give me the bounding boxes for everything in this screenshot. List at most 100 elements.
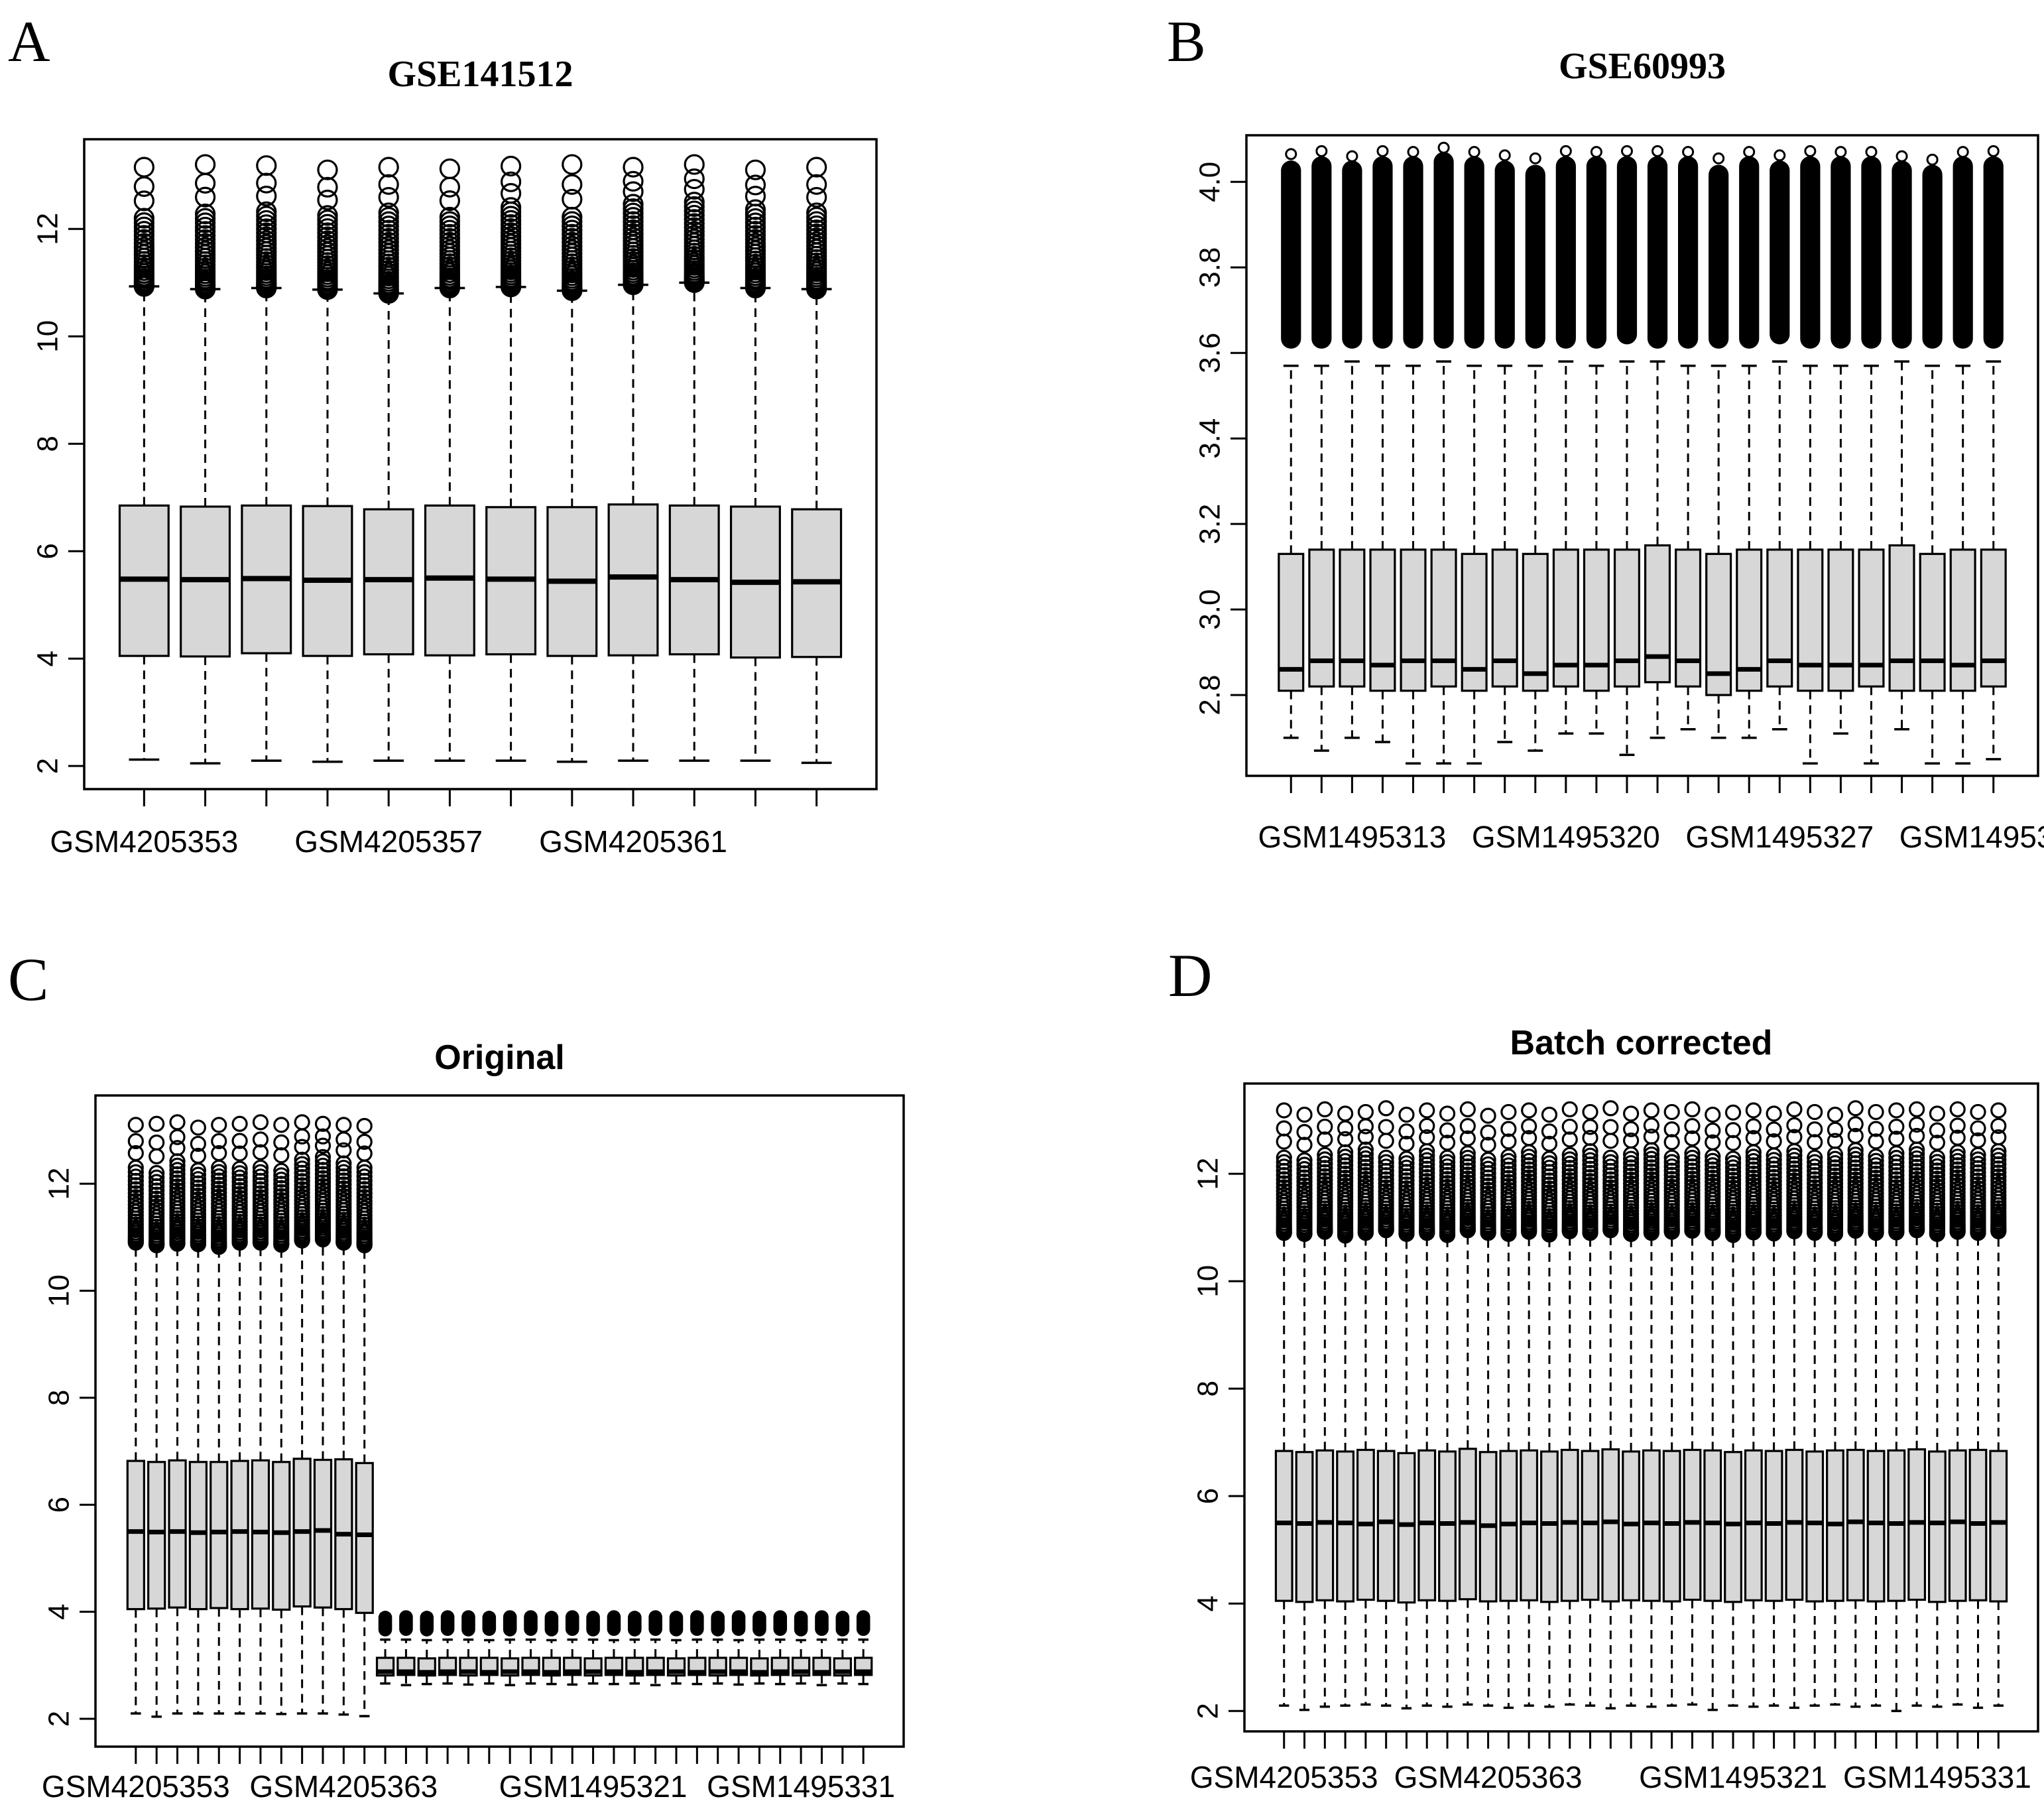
outlier-circle xyxy=(1623,1150,1640,1167)
outlier-circle xyxy=(231,1169,248,1186)
y-tick-label: 8 xyxy=(1192,1381,1225,1397)
outlier-circle xyxy=(1582,1129,1598,1147)
outlier-circle xyxy=(335,1142,352,1158)
outlier-circle xyxy=(1929,1166,1946,1183)
outlier-circle xyxy=(1663,1154,1680,1170)
outlier-circle xyxy=(1929,1158,1946,1174)
outlier-circle xyxy=(356,1117,373,1135)
outlier-circle xyxy=(231,1160,248,1177)
outlier-circle xyxy=(1652,145,1664,157)
outlier-circle xyxy=(1337,1105,1354,1122)
outlier-circle xyxy=(1786,1117,1803,1133)
outlier-circle xyxy=(1276,1133,1292,1150)
outlier-circle xyxy=(1500,1152,1517,1169)
outlier-circle xyxy=(1868,1103,1884,1121)
outlier-circle xyxy=(294,1177,310,1194)
outlier-circle xyxy=(314,1157,331,1174)
outlier-circle xyxy=(1276,1175,1292,1192)
outlier-circle xyxy=(1378,1149,1394,1166)
outlier-circle xyxy=(1929,1154,1946,1170)
outlier-circle xyxy=(1786,1101,1803,1117)
box xyxy=(188,1461,208,1611)
outlier-circle xyxy=(501,183,522,204)
outlier-circle xyxy=(1643,1159,1659,1176)
outlier-circle xyxy=(149,1148,165,1164)
y-tick-label: 4 xyxy=(1192,1595,1225,1611)
outlier-circle xyxy=(1663,1121,1680,1138)
outlier-circle xyxy=(1541,1135,1558,1152)
y-tick-label: 12 xyxy=(43,1168,76,1200)
outlier-circle xyxy=(1909,1146,1925,1162)
panel-b-gse60993: B GSE60993 2.8 3.0 3.2 3.4 3.6 3.8 4.0 GSM1495313… xyxy=(1160,0,2044,901)
outlier-circle xyxy=(1684,1162,1701,1179)
plot-border xyxy=(94,1094,905,1748)
outlier-circle xyxy=(317,159,338,180)
outlier-circle xyxy=(1643,1163,1659,1180)
outlier-circle xyxy=(1888,1175,1905,1192)
outlier-circle xyxy=(1521,1161,1537,1178)
outlier-circle xyxy=(1419,1164,1435,1181)
outlier-circle xyxy=(1949,1161,1966,1178)
outlier-circle xyxy=(1663,1158,1680,1175)
outlier-circle xyxy=(1378,1171,1394,1188)
outlier-circle xyxy=(1357,1146,1374,1162)
outlier-circle xyxy=(1643,1128,1659,1145)
outlier-circle xyxy=(1602,1133,1619,1149)
x-tick-label: GSM1495320 xyxy=(1472,820,1660,854)
outlier-circle xyxy=(1378,1133,1394,1149)
outlier-circle xyxy=(1926,153,1939,166)
outlier-circle xyxy=(1296,1173,1313,1190)
box xyxy=(1336,1450,1355,1603)
outlier-circle xyxy=(745,159,766,180)
outlier-circle xyxy=(1317,1155,1333,1172)
outlier-circle xyxy=(1317,1118,1333,1135)
outlier-circle xyxy=(1895,150,1908,162)
outlier-circle xyxy=(1561,1151,1578,1168)
outlier-circle xyxy=(1990,1102,2007,1119)
outlier-circle xyxy=(1407,146,1419,158)
outlier-circle xyxy=(1888,1119,1905,1135)
x-tick-label: GSM4205353 xyxy=(42,1769,230,1803)
outlier-circle xyxy=(1357,1103,1374,1121)
outlier-circle xyxy=(314,1174,331,1190)
y-tick-label: 3.0 xyxy=(1194,590,1227,630)
x-tick-label: GSM4205363 xyxy=(249,1769,438,1803)
y-tick-label: 3.2 xyxy=(1194,504,1227,544)
outlier-circle xyxy=(356,1133,373,1150)
outlier-circle xyxy=(1521,1152,1537,1169)
outlier-circle xyxy=(1745,1102,1762,1119)
outlier-circle xyxy=(1561,1101,1578,1117)
box xyxy=(1400,548,1427,692)
box xyxy=(1764,1450,1783,1602)
outlier-circle xyxy=(256,172,277,194)
outlier-circle xyxy=(1398,1159,1415,1176)
panel-d-batch-corrected: D Batch corrected 2 4 6 8 10 12 GSM4205353 GSM420… xyxy=(1160,902,2044,1803)
outlier-circle xyxy=(1296,1152,1313,1168)
y-tick-label: 12 xyxy=(32,213,64,245)
outlier-circle xyxy=(211,1164,227,1180)
outlier-circle xyxy=(1807,1103,1823,1121)
box xyxy=(1430,548,1457,688)
outlier-circle xyxy=(149,1174,165,1190)
outlier-circle xyxy=(1705,1134,1721,1150)
outlier-circle xyxy=(314,1170,331,1186)
outlier-circle xyxy=(623,181,644,202)
outlier-circle xyxy=(1724,1122,1742,1139)
outlier-circle xyxy=(1684,1154,1701,1170)
box xyxy=(1927,1450,1947,1603)
outlier-circle xyxy=(1786,1129,1803,1145)
box xyxy=(1376,1450,1396,1602)
outlier-circle xyxy=(806,202,827,223)
y-tick-label: 3.4 xyxy=(1194,418,1227,459)
outlier-circle xyxy=(1439,1135,1456,1151)
outlier-circle xyxy=(1909,1150,1925,1167)
outlier-circle xyxy=(314,1128,331,1145)
outlier-circle xyxy=(1521,1149,1537,1165)
outlier-circle xyxy=(211,1133,227,1150)
outlier-circle xyxy=(294,1114,310,1131)
outlier-circle xyxy=(127,1181,144,1198)
y-tick-label: 3.8 xyxy=(1194,247,1227,288)
outlier-circle xyxy=(1623,1132,1640,1149)
box xyxy=(1989,1450,2008,1603)
